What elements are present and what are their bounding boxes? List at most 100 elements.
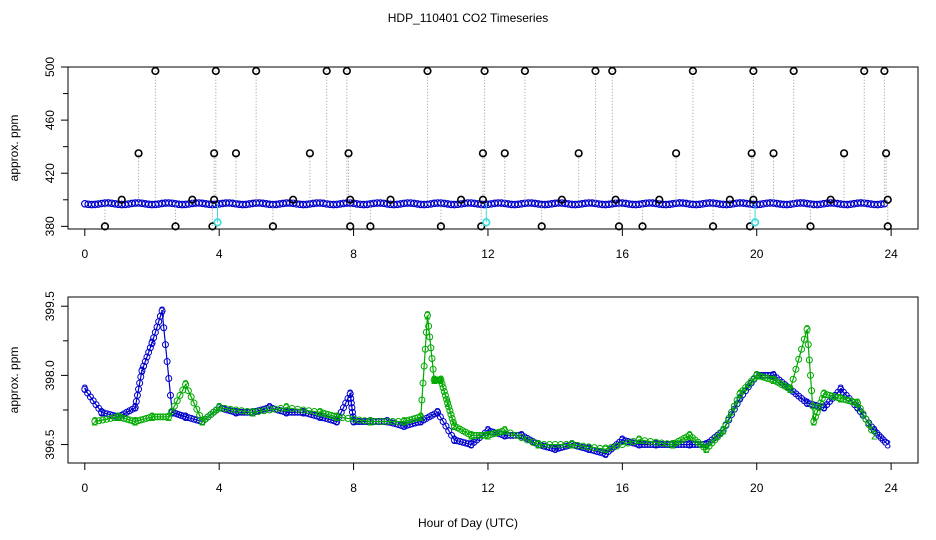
outlier-point xyxy=(749,66,758,76)
series-point-2 xyxy=(443,395,451,403)
outlier-point xyxy=(880,66,889,76)
series-point-2 xyxy=(196,411,204,419)
series-marker-2: 2 xyxy=(199,415,206,429)
series-point-2 xyxy=(429,365,437,373)
series-point-2 xyxy=(193,405,201,413)
x-tick-label: 0 xyxy=(81,247,88,261)
outlier-point xyxy=(688,66,698,76)
series-point-2 xyxy=(173,397,181,405)
outlier-point xyxy=(881,149,891,158)
series-point-3 xyxy=(879,436,887,444)
y-tick-label: 396.5 xyxy=(43,429,57,459)
series-point-2 xyxy=(438,380,446,388)
series-point-2 xyxy=(862,415,870,423)
series-point-2 xyxy=(422,328,430,336)
panel-1-plot-area xyxy=(80,66,892,231)
series-point-2 xyxy=(187,393,195,401)
outlier-point xyxy=(478,149,488,158)
x-tick-label: 4 xyxy=(216,247,223,261)
series-point-2 xyxy=(805,356,813,364)
outlier-point xyxy=(423,66,432,76)
series-point-2 xyxy=(815,404,823,412)
series-point-2 xyxy=(427,344,435,352)
series-marker-2: 2 xyxy=(444,396,451,410)
outlier-point xyxy=(252,66,261,76)
series-marker-2: 2 xyxy=(720,424,727,438)
figure-title: HDP_110401 CO2 Timeseries xyxy=(388,11,549,25)
x-tick-label: 24 xyxy=(884,247,898,261)
outlier-point xyxy=(151,66,160,76)
panel-2-ylabel: approx. ppm xyxy=(7,347,21,414)
series-point-2 xyxy=(107,414,115,422)
outlier-point xyxy=(655,195,664,204)
series-marker-2: 2 xyxy=(804,322,811,336)
outlier-point xyxy=(806,222,815,231)
series-point-2 xyxy=(99,416,107,424)
outlier-point xyxy=(366,222,375,231)
series-point-3 xyxy=(166,391,174,399)
series-marker-2: 2 xyxy=(249,405,256,419)
series-point-2 xyxy=(182,381,190,389)
x-tick-label: 20 xyxy=(750,247,764,261)
series-point-2 xyxy=(110,414,118,422)
series-marker-2: 2 xyxy=(438,373,445,387)
outlier-point xyxy=(322,66,331,76)
series-marker-2: 2 xyxy=(182,378,189,392)
series-marker-2: 2 xyxy=(811,415,818,429)
series-point-2 xyxy=(810,418,818,425)
outlier-point xyxy=(789,66,798,76)
series-point-2 xyxy=(449,418,457,426)
series-point-2 xyxy=(733,396,741,404)
series-marker-3: 3 xyxy=(139,364,146,378)
series-point-2 xyxy=(176,391,184,399)
series-point-2 xyxy=(728,408,736,416)
series-marker-3: 3 xyxy=(81,382,88,396)
series-point-3 xyxy=(348,404,356,412)
series-point-2 xyxy=(419,379,427,387)
baseline-point xyxy=(877,200,885,209)
series-marker-2: 2 xyxy=(216,401,223,415)
outlier-point xyxy=(860,66,869,76)
outlier-point xyxy=(288,195,298,204)
series-point-2 xyxy=(423,311,431,319)
series-point-2 xyxy=(804,341,812,349)
series-point-2 xyxy=(859,410,867,418)
panel-2-x-axis: 0 4 8 12 16 20 24 xyxy=(81,463,898,495)
x-tick-label: 16 xyxy=(616,247,630,261)
series-point-2 xyxy=(103,415,111,423)
series-point-3 xyxy=(145,348,153,356)
outlier-point xyxy=(231,149,241,158)
x-tick-label: 16 xyxy=(616,481,630,495)
panel-2-y-axis: 396.5 398.0 399.5 xyxy=(43,291,68,460)
outlier-point xyxy=(749,195,758,204)
x-tick-label: 20 xyxy=(750,481,764,495)
x-tick-label: 12 xyxy=(481,481,495,495)
series-point-3 xyxy=(146,344,154,352)
outlier-point xyxy=(268,222,278,231)
series-marker-2: 2 xyxy=(367,415,374,429)
series-point-2 xyxy=(800,335,808,343)
outlier-point xyxy=(769,149,778,158)
x-tick-label: 24 xyxy=(884,481,898,495)
series-point-2 xyxy=(719,427,727,435)
outlier-point xyxy=(672,149,681,158)
outlier-point xyxy=(537,222,546,231)
series-point-2 xyxy=(165,413,173,421)
x-tick-label: 0 xyxy=(81,481,88,495)
series-marker-2: 2 xyxy=(535,438,542,452)
series-point-2 xyxy=(498,427,506,435)
series-point-2 xyxy=(798,345,806,353)
series-point-2 xyxy=(803,325,811,333)
panel-2-frame xyxy=(67,296,919,464)
panel-1-frame xyxy=(67,66,919,230)
outlier-point xyxy=(211,66,220,76)
series-point-2 xyxy=(95,417,103,425)
series-point-2 xyxy=(444,399,452,407)
series-point-2 xyxy=(446,407,454,415)
series-point-3 xyxy=(141,358,149,366)
x-tick-label: 12 xyxy=(481,247,495,261)
outlier-point xyxy=(436,222,446,231)
series-point-3 xyxy=(882,438,890,446)
